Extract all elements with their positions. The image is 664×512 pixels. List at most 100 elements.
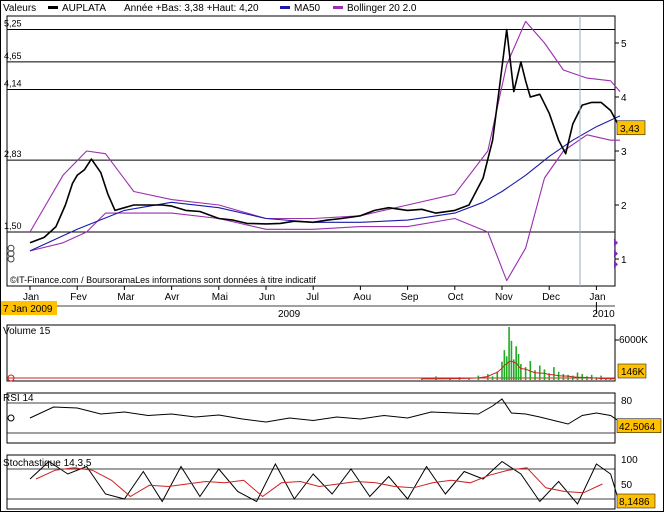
volume-bar-13 <box>510 340 513 380</box>
rsi-line <box>29 398 621 425</box>
hline-label-1: 4,65 <box>4 51 22 61</box>
left-marker-1 <box>7 250 15 258</box>
rsi-series: 42,5064 <box>7 398 662 434</box>
rsi-left-marker <box>7 414 15 422</box>
legend-label: Valeurs <box>3 3 36 14</box>
month-label-9: Oct <box>448 292 464 303</box>
volume-bar-26 <box>562 374 565 380</box>
volume-bar-1 <box>435 376 437 380</box>
month-label-2: Mar <box>117 292 135 303</box>
volume-bar-6 <box>487 374 489 380</box>
date-badge-bg <box>1 301 57 315</box>
volume-series: 146K <box>7 327 647 382</box>
hline-label-2: 4,14 <box>4 78 22 88</box>
right-marker-0 <box>614 238 618 247</box>
volume-bar-0 <box>420 377 423 380</box>
right-marker-2 <box>614 260 618 269</box>
date-badge-text: 7 Jan 2009 <box>3 304 53 315</box>
volume-bar-29 <box>576 372 579 380</box>
legend-stats: Année +Bas: 3,38 +Haut: 4,20 <box>124 3 259 14</box>
volume-bar-34 <box>600 375 602 380</box>
legend-swatch-price <box>48 6 58 9</box>
month-label-5: Jun <box>259 292 275 303</box>
volume-bar-23 <box>548 373 550 380</box>
volume-bar-22 <box>543 369 546 380</box>
rsi-last-badge <box>616 418 662 433</box>
right-tick-1: 4 <box>621 93 627 104</box>
stoch-panel-border <box>6 454 616 510</box>
legend-ma: MA50 <box>294 3 321 14</box>
right-tick-4: 1 <box>621 255 627 266</box>
volume-bar-28 <box>572 375 574 380</box>
volume-bar-31 <box>586 376 588 380</box>
legend-swatch-ma <box>280 6 290 9</box>
volume-bar-11 <box>505 356 508 380</box>
volume-tick: 6000K <box>619 335 648 346</box>
stoch-tick-50: 50 <box>621 480 633 491</box>
price-last-value: 3,43 <box>620 124 640 135</box>
volume-bar-27 <box>567 374 569 380</box>
price-last-badge <box>616 120 646 136</box>
series-auplata <box>29 28 621 244</box>
volume-bar-19 <box>529 360 532 380</box>
volume-bar-12 <box>508 327 510 380</box>
month-label-11: Dec <box>542 292 560 303</box>
volume-last-value: 146K <box>621 367 645 378</box>
volume-left-marker <box>7 374 15 382</box>
volume-panel: 146K Volume 15 6000K <box>3 324 648 382</box>
month-label-4: Mai <box>212 292 228 303</box>
volume-title: Volume 15 <box>3 326 51 337</box>
stoch-panel: 100 50 8,1486 Stochastique 14,3,5 <box>3 454 656 510</box>
volume-bar-17 <box>520 364 522 380</box>
volume-bar-7 <box>491 376 494 380</box>
volume-bar-20 <box>534 370 536 380</box>
volume-last-badge <box>617 363 647 379</box>
month-label-0: Jan <box>23 292 39 303</box>
price-panel: 5,25 4,65 4,14 2,83 1,50 5 4 3 2 1 3,43 ©IT-Financ… <box>4 15 646 287</box>
rsi-title: RSI 14 <box>3 393 34 404</box>
volume-bar-24 <box>553 367 555 380</box>
left-marker-2 <box>7 255 15 263</box>
right-tick-3: 2 <box>621 201 627 212</box>
volume-bar-18 <box>524 367 527 380</box>
legend-swatch-bollinger <box>333 6 343 9</box>
month-label-3: Avr <box>165 292 180 303</box>
volume-bar-14 <box>513 359 515 380</box>
stoch-last-value: 8,1486 <box>619 497 650 508</box>
right-tick-0: 5 <box>621 39 627 50</box>
series-bollinger-lower <box>29 134 620 282</box>
date-badge: 7 Jan 2009 <box>1 301 57 315</box>
left-marker-0 <box>7 244 15 252</box>
volume-bar-8 <box>496 371 499 380</box>
month-label-6: Jul <box>306 292 319 303</box>
right-marker-1 <box>614 249 618 258</box>
hline-label-4: 1,50 <box>4 221 22 231</box>
month-axis: Jan Fev Mar Avr Mai Jun Jul Aou Sep Oct Nov Dec Jan 2… <box>7 286 615 320</box>
volume-bar-9 <box>501 361 503 380</box>
rsi-panel: 42,5064 RSI 14 80 <box>3 392 662 444</box>
volume-bar-2 <box>449 378 451 380</box>
stoch-title: Stochastique 14,3,5 <box>3 458 92 469</box>
month-label-12: Jan <box>589 292 605 303</box>
series-bollinger-upper <box>29 20 621 233</box>
rsi-last-value: 42,5064 <box>619 422 656 433</box>
year-label-0: 2009 <box>278 309 301 320</box>
volume-average-line <box>421 360 616 380</box>
stoch-last-badge <box>616 493 656 509</box>
month-label-10: Nov <box>495 292 513 303</box>
credit-text: ©IT-Finance.com / BoursoramaLes informat… <box>10 275 316 285</box>
year-label-1: 2010 <box>592 309 615 320</box>
legend-bollinger: Bollinger 20 2.0 <box>347 3 417 14</box>
stoch-tick-100: 100 <box>621 455 638 466</box>
legend-symbol: AUPLATA <box>62 3 106 14</box>
legend: Valeurs AUPLATA Année +Bas: 3,38 +Haut: … <box>3 3 417 14</box>
month-label-1: Fev <box>70 292 87 303</box>
stoch-d-line <box>35 467 603 498</box>
price-labels: 5,25 4,65 4,14 2,83 1,50 5 4 3 2 1 3,43 <box>4 19 646 266</box>
month-label-8: Sep <box>401 292 419 303</box>
price-series <box>7 20 621 282</box>
right-tick-2: 3 <box>621 147 627 158</box>
